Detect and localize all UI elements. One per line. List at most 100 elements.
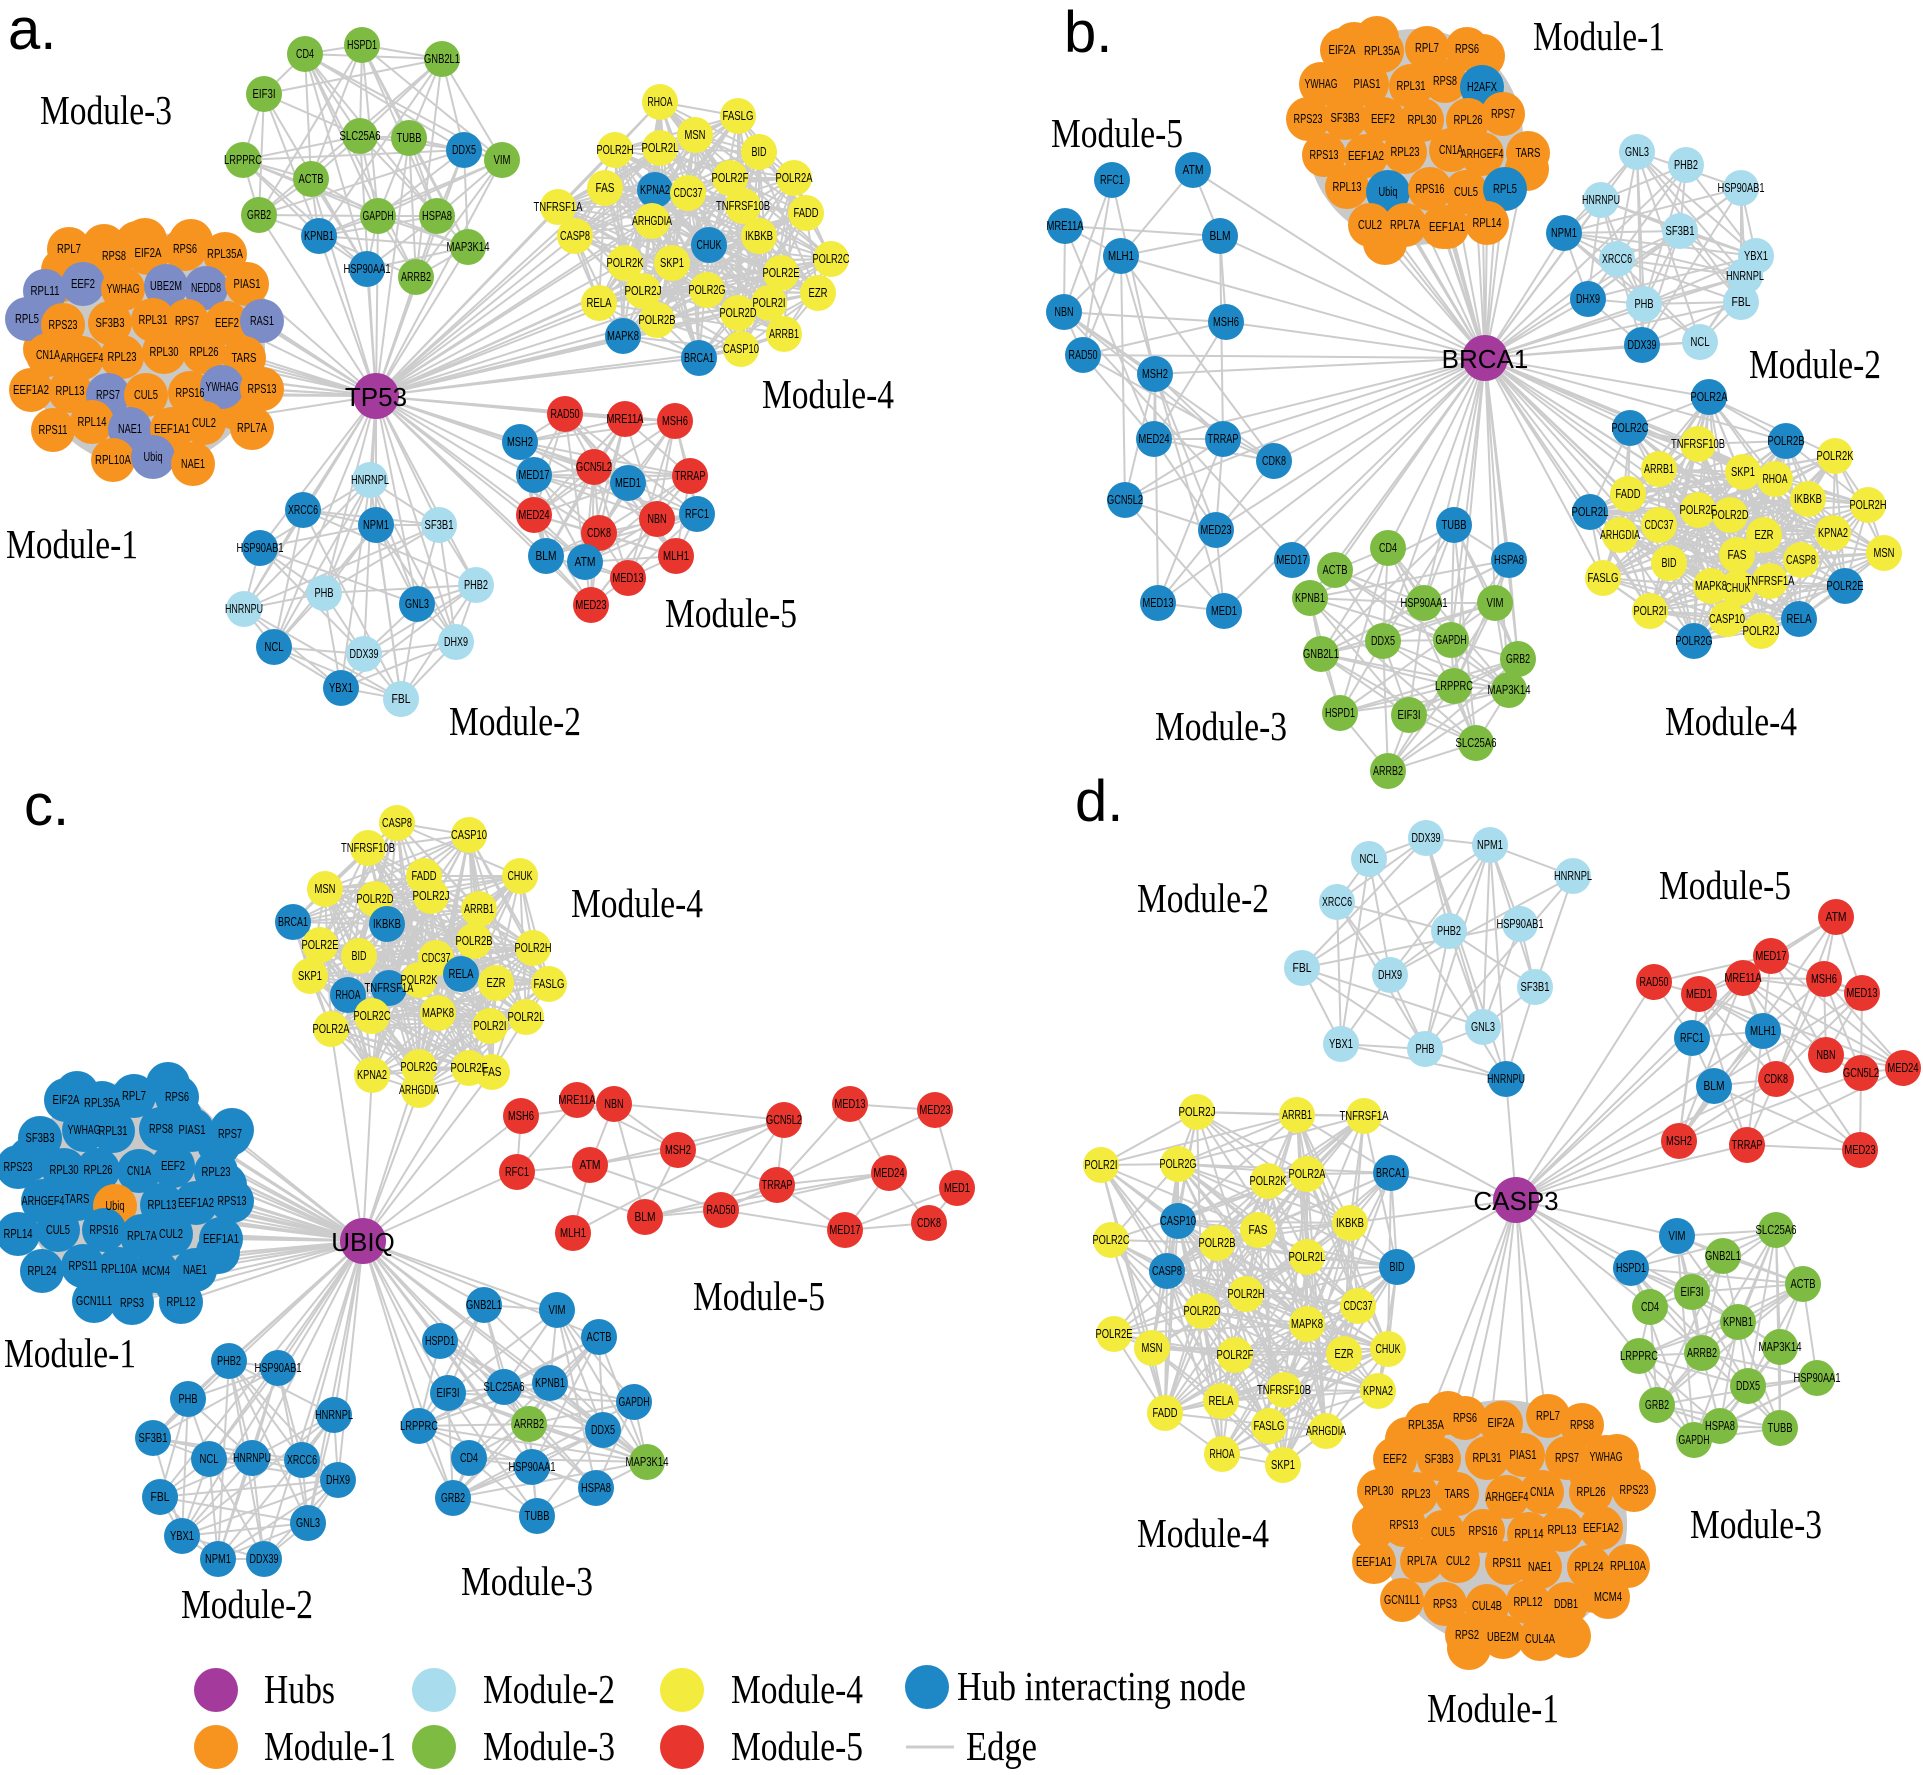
svg-text:RPS23: RPS23 — [1294, 112, 1323, 126]
svg-text:RPS3: RPS3 — [120, 1296, 144, 1310]
svg-text:GCN5L2: GCN5L2 — [576, 460, 612, 474]
svg-text:MAP3K14: MAP3K14 — [1488, 683, 1531, 697]
svg-text:MSH6: MSH6 — [1213, 315, 1239, 329]
svg-text:DHX9: DHX9 — [1378, 968, 1402, 982]
svg-text:DHX9: DHX9 — [326, 1473, 350, 1487]
svg-text:PHB: PHB — [179, 1392, 198, 1406]
svg-text:POLR2G: POLR2G — [1160, 1157, 1197, 1171]
svg-text:POLR2B: POLR2B — [456, 934, 493, 948]
svg-text:EEF1A2: EEF1A2 — [1348, 149, 1384, 163]
svg-text:CUL4B: CUL4B — [1472, 1599, 1502, 1613]
svg-text:CHUK: CHUK — [697, 238, 722, 252]
svg-text:RELA: RELA — [1787, 612, 1813, 626]
svg-text:SLC25A6: SLC25A6 — [1456, 736, 1497, 750]
svg-text:RPL30: RPL30 — [1408, 113, 1437, 127]
svg-text:MAPK8: MAPK8 — [1695, 579, 1727, 593]
svg-text:RPS6: RPS6 — [1455, 42, 1479, 56]
svg-text:Module-4: Module-4 — [1137, 1510, 1269, 1556]
svg-text:EEF1A1: EEF1A1 — [1356, 1555, 1392, 1569]
svg-text:BID: BID — [352, 949, 367, 963]
svg-text:RAS1: RAS1 — [250, 314, 274, 328]
svg-text:YBX1: YBX1 — [1744, 249, 1768, 263]
svg-text:TUBB: TUBB — [1768, 1421, 1793, 1435]
svg-text:CASP8: CASP8 — [1152, 1264, 1182, 1278]
svg-text:SF3B3: SF3B3 — [96, 316, 125, 330]
svg-text:MED23: MED23 — [920, 1103, 951, 1117]
svg-text:RPS8: RPS8 — [1570, 1418, 1594, 1432]
svg-text:FAS: FAS — [1728, 548, 1747, 562]
svg-text:BID: BID — [1390, 1260, 1405, 1274]
svg-text:RPS8: RPS8 — [1433, 74, 1457, 88]
svg-text:EZR: EZR — [487, 976, 506, 990]
svg-text:ARHGDIA: ARHGDIA — [399, 1083, 439, 1097]
svg-text:POLR2K: POLR2K — [1250, 1174, 1287, 1188]
svg-text:GCN5L2: GCN5L2 — [1107, 493, 1143, 507]
svg-text:MED13: MED13 — [835, 1097, 866, 1111]
svg-text:Module-4: Module-4 — [1665, 698, 1797, 744]
svg-text:TRRAP: TRRAP — [762, 1178, 793, 1192]
svg-text:CUL2: CUL2 — [1446, 1554, 1470, 1568]
svg-text:RFC1: RFC1 — [505, 1165, 529, 1179]
svg-text:MAPK8: MAPK8 — [607, 329, 639, 343]
svg-text:NPM1: NPM1 — [363, 518, 389, 532]
svg-text:FADD: FADD — [1616, 487, 1641, 501]
svg-text:POLR2J: POLR2J — [413, 889, 450, 903]
svg-text:NCL: NCL — [1360, 852, 1379, 866]
svg-text:HNRNPU: HNRNPU — [1582, 193, 1620, 207]
svg-text:CUL5: CUL5 — [1454, 185, 1478, 199]
svg-text:HNRNPU: HNRNPU — [225, 602, 263, 616]
svg-text:ATM: ATM — [1826, 910, 1847, 924]
svg-text:GCN1L1: GCN1L1 — [76, 1294, 112, 1308]
svg-text:IKBKB: IKBKB — [1794, 492, 1822, 506]
svg-text:MED1: MED1 — [1211, 604, 1237, 618]
svg-text:TNFRSF1A: TNFRSF1A — [365, 981, 414, 995]
svg-text:SF3B3: SF3B3 — [26, 1131, 55, 1145]
svg-text:HNRNPL: HNRNPL — [1726, 269, 1764, 283]
svg-text:HSPA8: HSPA8 — [422, 209, 452, 223]
svg-text:CDC37: CDC37 — [1645, 518, 1674, 532]
svg-text:EIF2A: EIF2A — [1329, 43, 1357, 57]
svg-text:TNFRSF1A: TNFRSF1A — [534, 200, 583, 214]
svg-text:TUBB: TUBB — [525, 1509, 550, 1523]
svg-text:POLR2F: POLR2F — [451, 1061, 488, 1075]
svg-text:YWHAG: YWHAG — [206, 380, 239, 394]
svg-text:GRB2: GRB2 — [1506, 652, 1530, 666]
svg-text:MED1: MED1 — [615, 476, 641, 490]
svg-text:RPL10A: RPL10A — [95, 453, 132, 467]
svg-text:SF3B1: SF3B1 — [425, 518, 454, 532]
svg-text:Hub interacting node: Hub interacting node — [957, 1663, 1246, 1709]
svg-text:RPL11: RPL11 — [31, 284, 60, 298]
svg-text:b.: b. — [1064, 0, 1112, 65]
svg-text:POLR2I: POLR2I — [1085, 1158, 1118, 1172]
svg-text:VIM: VIM — [549, 1303, 566, 1317]
svg-text:RPL12: RPL12 — [1514, 1595, 1543, 1609]
svg-text:MAP3K14: MAP3K14 — [1759, 1340, 1802, 1354]
svg-text:Module-2: Module-2 — [449, 698, 581, 744]
svg-text:RPS2: RPS2 — [1455, 1628, 1479, 1642]
svg-text:CDK8: CDK8 — [1262, 454, 1286, 468]
svg-text:CN1A: CN1A — [36, 348, 60, 362]
svg-text:RPS7: RPS7 — [1555, 1451, 1579, 1465]
svg-text:MSH6: MSH6 — [508, 1109, 534, 1123]
svg-text:PHB2: PHB2 — [1437, 924, 1461, 938]
svg-text:SF3B3: SF3B3 — [1425, 1452, 1454, 1466]
svg-text:CN1A: CN1A — [1530, 1485, 1554, 1499]
svg-text:TARS: TARS — [1445, 1487, 1470, 1501]
svg-text:UBE2M: UBE2M — [1487, 1630, 1519, 1644]
svg-text:HSP90AA1: HSP90AA1 — [344, 262, 391, 276]
svg-text:CUL5: CUL5 — [1431, 1525, 1455, 1539]
svg-text:Module-5: Module-5 — [665, 590, 797, 636]
svg-text:NPM1: NPM1 — [1551, 226, 1577, 240]
svg-text:MED24: MED24 — [519, 508, 550, 522]
svg-text:Module-2: Module-2 — [483, 1666, 615, 1712]
svg-text:YWHAG: YWHAG — [68, 1123, 101, 1137]
svg-text:MSH2: MSH2 — [507, 435, 533, 449]
svg-text:CASP10: CASP10 — [451, 828, 487, 842]
svg-text:RPL5: RPL5 — [15, 312, 39, 326]
svg-text:RAD50: RAD50 — [551, 407, 580, 421]
svg-text:POLR2K: POLR2K — [1817, 449, 1854, 463]
svg-text:RPL26: RPL26 — [1454, 113, 1483, 127]
svg-text:CDC37: CDC37 — [422, 951, 451, 965]
svg-text:MED17: MED17 — [519, 468, 550, 482]
svg-text:RFC1: RFC1 — [1680, 1031, 1704, 1045]
